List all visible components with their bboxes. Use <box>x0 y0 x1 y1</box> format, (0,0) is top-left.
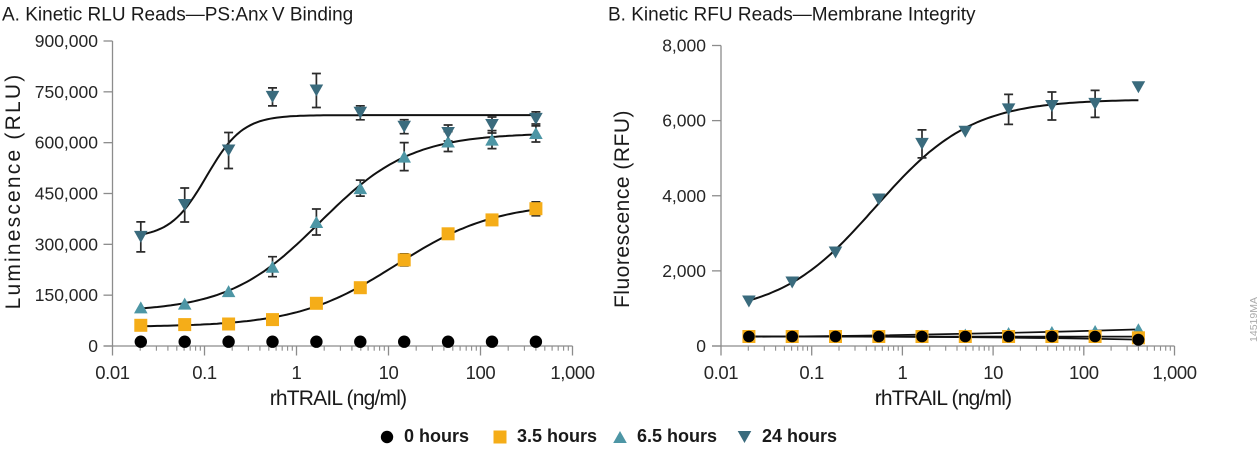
svg-text:6.5 hours: 6.5 hours <box>637 426 717 446</box>
svg-text:0 hours: 0 hours <box>404 426 469 446</box>
svg-text:0.1: 0.1 <box>192 362 217 383</box>
svg-text:600,000: 600,000 <box>35 133 99 153</box>
svg-text:2,000: 2,000 <box>662 261 706 281</box>
svg-text:14519MA: 14519MA <box>1248 297 1260 342</box>
svg-text:6,000: 6,000 <box>662 111 706 131</box>
svg-text:100: 100 <box>1069 362 1099 383</box>
svg-text:24 hours: 24 hours <box>762 426 837 446</box>
svg-text:450,000: 450,000 <box>35 184 99 204</box>
svg-text:0: 0 <box>88 336 98 356</box>
svg-text:0.01: 0.01 <box>95 362 130 383</box>
svg-text:Fluorescence (RFU): Fluorescence (RFU) <box>611 110 634 308</box>
svg-text:1,000: 1,000 <box>550 362 594 383</box>
svg-text:1: 1 <box>292 362 302 383</box>
svg-text:900,000: 900,000 <box>35 31 99 51</box>
svg-text:1: 1 <box>897 362 907 383</box>
svg-text:0.1: 0.1 <box>799 362 824 383</box>
svg-text:750,000: 750,000 <box>35 82 99 102</box>
svg-text:A. Kinetic RLU Reads—PS:Anx V: A. Kinetic RLU Reads—PS:Anx V Binding <box>2 5 353 26</box>
svg-text:10: 10 <box>983 362 1003 383</box>
svg-text:10: 10 <box>379 362 399 383</box>
svg-text:100: 100 <box>466 362 496 383</box>
svg-text:0: 0 <box>696 336 706 356</box>
svg-text:Luminescence (RLU): Luminescence (RLU) <box>2 73 25 310</box>
svg-text:rhTRAIL (ng/ml): rhTRAIL (ng/ml) <box>875 387 1012 410</box>
svg-text:8,000: 8,000 <box>662 36 706 56</box>
svg-text:3.5 hours: 3.5 hours <box>517 426 597 446</box>
svg-text:rhTRAIL (ng/ml): rhTRAIL (ng/ml) <box>270 387 407 410</box>
svg-text:0.01: 0.01 <box>704 362 739 383</box>
svg-text:B. Kinetic RFU Reads—Membrane: B. Kinetic RFU Reads—Membrane Integrity <box>608 5 976 26</box>
svg-text:4,000: 4,000 <box>662 186 706 206</box>
svg-text:150,000: 150,000 <box>35 285 99 305</box>
svg-text:300,000: 300,000 <box>35 234 99 254</box>
svg-text:1,000: 1,000 <box>1152 362 1196 383</box>
